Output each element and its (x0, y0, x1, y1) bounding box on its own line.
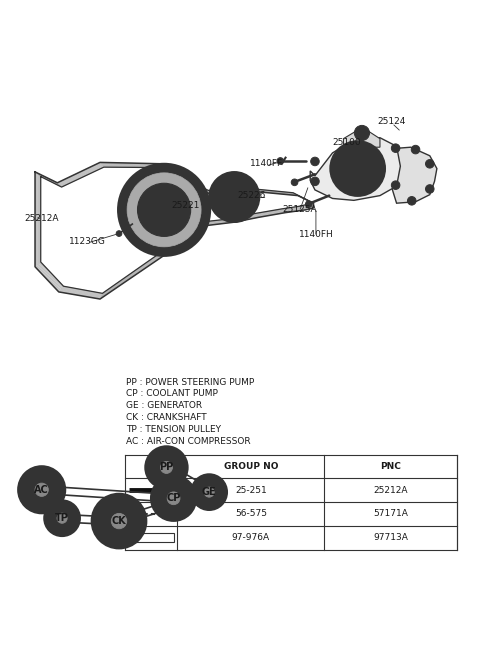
Text: PNC: PNC (381, 462, 401, 471)
Circle shape (178, 196, 186, 204)
Text: PP : POWER STEERING PUMP: PP : POWER STEERING PUMP (126, 377, 254, 386)
Text: AC: AC (34, 485, 49, 495)
Circle shape (216, 179, 252, 215)
Text: CK: CK (112, 516, 126, 526)
Text: 97713A: 97713A (373, 533, 408, 542)
Circle shape (160, 185, 168, 193)
Circle shape (222, 204, 228, 210)
Text: AC : AIR-CON COMPRESSOR: AC : AIR-CON COMPRESSOR (126, 437, 251, 446)
Circle shape (167, 492, 180, 504)
Circle shape (204, 487, 214, 497)
Text: 25125A: 25125A (282, 205, 317, 214)
Polygon shape (343, 127, 380, 147)
Circle shape (149, 195, 179, 225)
Text: 1140FF: 1140FF (250, 159, 283, 168)
Polygon shape (310, 138, 400, 200)
Text: 57171A: 57171A (373, 510, 408, 519)
Circle shape (291, 179, 298, 185)
Circle shape (425, 160, 434, 168)
Circle shape (357, 134, 365, 142)
Polygon shape (35, 162, 313, 299)
Circle shape (339, 149, 377, 187)
FancyBboxPatch shape (129, 533, 174, 542)
Text: GE: GE (202, 487, 216, 497)
Circle shape (330, 141, 385, 196)
Circle shape (118, 164, 210, 256)
Circle shape (18, 466, 65, 514)
Circle shape (44, 500, 80, 536)
Circle shape (136, 181, 192, 238)
Text: 25124: 25124 (378, 117, 406, 126)
Text: 1123GG: 1123GG (69, 236, 106, 246)
Circle shape (145, 446, 188, 489)
Circle shape (127, 173, 201, 247)
Circle shape (92, 494, 146, 549)
Circle shape (158, 204, 170, 216)
Circle shape (277, 158, 284, 164)
Circle shape (311, 157, 319, 166)
Circle shape (354, 125, 370, 141)
Circle shape (160, 227, 168, 234)
Polygon shape (380, 147, 437, 203)
Circle shape (133, 179, 195, 241)
Circle shape (143, 216, 150, 224)
Circle shape (241, 185, 247, 190)
Text: TP : TENSION PULLEY: TP : TENSION PULLEY (126, 425, 221, 434)
Circle shape (425, 185, 434, 193)
Circle shape (178, 216, 186, 224)
Text: 25212A: 25212A (373, 486, 408, 495)
Text: 25212A: 25212A (24, 214, 59, 223)
Text: PP: PP (159, 462, 174, 472)
Circle shape (160, 462, 172, 474)
Circle shape (143, 196, 150, 204)
Text: 56-575: 56-575 (235, 510, 267, 519)
Circle shape (137, 183, 191, 236)
Text: 25-251: 25-251 (235, 486, 267, 495)
Circle shape (35, 483, 48, 496)
Circle shape (125, 171, 203, 249)
Circle shape (209, 172, 260, 222)
Circle shape (391, 144, 400, 153)
Circle shape (151, 476, 196, 521)
Circle shape (130, 176, 198, 244)
Text: TP: TP (55, 514, 69, 523)
Circle shape (408, 196, 416, 205)
Circle shape (305, 201, 312, 208)
Text: 1140FH: 1140FH (299, 231, 333, 240)
Circle shape (116, 231, 122, 236)
Circle shape (225, 187, 244, 206)
Text: 25221: 25221 (171, 200, 200, 210)
Text: 97-976A: 97-976A (232, 533, 270, 542)
Text: CP : COOLANT PUMP: CP : COOLANT PUMP (126, 390, 218, 398)
Circle shape (241, 204, 247, 210)
Text: GROUP NO: GROUP NO (224, 462, 278, 471)
Text: CP: CP (167, 493, 181, 503)
Text: 25226: 25226 (238, 191, 266, 200)
Circle shape (57, 513, 67, 523)
Circle shape (230, 193, 239, 201)
Text: GE : GENERATOR: GE : GENERATOR (126, 402, 202, 410)
Circle shape (411, 145, 420, 154)
Circle shape (351, 162, 364, 175)
Circle shape (222, 185, 228, 190)
Circle shape (111, 514, 127, 529)
Text: 25100: 25100 (333, 138, 361, 147)
Circle shape (391, 181, 400, 189)
Circle shape (191, 474, 227, 510)
Text: CK : CRANKSHAFT: CK : CRANKSHAFT (126, 413, 207, 422)
Circle shape (311, 177, 319, 185)
